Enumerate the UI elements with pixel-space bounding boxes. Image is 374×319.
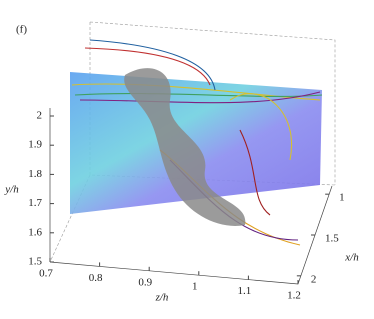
y-tick-label: 1.6	[28, 226, 42, 238]
y-tick-label: 2	[37, 110, 43, 122]
x-axis-label: x/h	[344, 252, 359, 264]
y-tick-label: 1.7	[28, 197, 42, 209]
y-tick-label: 1.8	[28, 168, 42, 180]
z-tick-label: 1	[192, 281, 198, 293]
vortex-surface	[124, 68, 246, 226]
z-tick-label: 1.2	[287, 290, 301, 302]
x-tick-label: 1	[339, 192, 345, 204]
z-tick-label: 0.8	[89, 272, 103, 284]
z-tick-label: 0.9	[138, 276, 152, 288]
z-axis-label: z/h	[155, 292, 169, 304]
y-tick-label: 1.9	[28, 139, 42, 151]
panel-label: (f)	[16, 24, 27, 36]
z-tick-label: 1.1	[238, 285, 252, 297]
x-tick-label: 1.5	[325, 233, 339, 245]
y-axis-label: y/h	[4, 184, 19, 196]
x-tick-label: 2	[311, 273, 317, 285]
slice-plane	[70, 72, 322, 214]
y-tick-label: 1.5	[28, 256, 42, 268]
z-tick-label: 0.7	[39, 268, 53, 280]
